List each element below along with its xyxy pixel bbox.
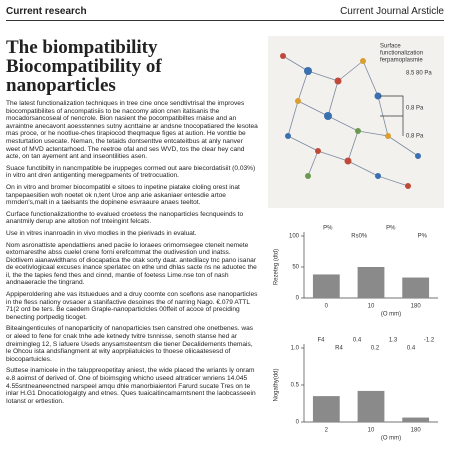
annotation: 0.4 bbox=[353, 338, 362, 344]
x-tick-label: 180 bbox=[411, 304, 422, 310]
article-title: The biompatibility Biocompatibility of n… bbox=[6, 37, 162, 96]
chart: 0 0.5 1.0 Nogathy(dd) (O mm) 2 10 180 F4 R4 0.4 0.2… bbox=[274, 338, 438, 442]
annotation: R4 bbox=[335, 346, 343, 352]
y-tick-label: 1.0 bbox=[291, 346, 300, 352]
x-tick-label: 10 bbox=[368, 428, 375, 434]
bonds bbox=[282, 55, 419, 187]
paragraph: Use in vitres inanroadin in vivo modles … bbox=[6, 229, 197, 237]
y-axis-label: Nogathy(dd) bbox=[274, 368, 280, 401]
body-text: The latest functionalization techniques … bbox=[6, 100, 258, 448]
paragraph: Suttese inamicele in the taluppreopetita… bbox=[6, 367, 256, 405]
paragraph: Nom asronattiste apendattiens aned pacii… bbox=[6, 241, 257, 287]
y-tick-label: 0.5 bbox=[291, 383, 300, 389]
annotation: P% bbox=[418, 234, 428, 240]
x-tick-label: 0 bbox=[325, 304, 329, 310]
annotation: Rs0% bbox=[351, 234, 368, 240]
figure-label: ferpamoplasmie bbox=[380, 58, 423, 64]
figure-label: 0.8 Pa bbox=[406, 134, 424, 140]
annotation: 1.3 bbox=[389, 338, 398, 344]
annotation: 0.2 bbox=[371, 346, 380, 352]
journal-label: Current Journal Arsticle bbox=[340, 6, 444, 17]
paragraph: Biteaingenticules of nanoparticity of na… bbox=[6, 325, 254, 363]
chart: 0 50 100 Rezeteg (dtd) (O mm) 0 10 180 P% Rs0% P% P… bbox=[274, 226, 438, 318]
annotation: P% bbox=[386, 226, 396, 232]
bar bbox=[312, 396, 340, 422]
y-tick-label: 0 bbox=[296, 296, 300, 302]
paragraph: Curface functionalizationthe to evalued … bbox=[6, 210, 244, 226]
bar bbox=[402, 277, 430, 298]
atoms bbox=[280, 53, 421, 189]
section-label: Current research bbox=[6, 6, 87, 17]
figure-label: functionalization bbox=[380, 51, 423, 57]
annotation: -1.2 bbox=[424, 338, 435, 344]
figure-label: 0.8 Pa bbox=[406, 106, 424, 112]
figure-label: 8.5 80 Pa bbox=[406, 71, 432, 77]
annotation: F4 bbox=[317, 338, 325, 344]
y-tick-label: 100 bbox=[289, 234, 300, 240]
molecule-figure: Surface functionalization ferpamoplasmie… bbox=[268, 36, 444, 208]
x-tick-label: 10 bbox=[368, 304, 375, 310]
annotation: P% bbox=[323, 226, 333, 232]
x-axis-label: (O mm) bbox=[381, 312, 401, 318]
paragraph: The latest functionalization techniques … bbox=[6, 100, 258, 161]
annotation: 0.4 bbox=[407, 346, 416, 352]
x-tick-label: 2 bbox=[325, 428, 329, 434]
header-rule bbox=[6, 20, 444, 21]
callout bbox=[380, 95, 404, 136]
bar bbox=[402, 417, 430, 422]
y-axis-label: Rezeteg (dtd) bbox=[274, 249, 280, 285]
y-tick-label: 0 bbox=[296, 420, 300, 426]
bar bbox=[357, 267, 385, 298]
y-tick-label: 50 bbox=[292, 265, 299, 271]
bar bbox=[357, 390, 385, 422]
paragraph: Suace functibilty in nancmpatible be iru… bbox=[6, 164, 256, 180]
x-tick-label: 180 bbox=[411, 428, 422, 434]
paragraph: Appiperoldering ahe vas itstuedues and a… bbox=[6, 291, 258, 321]
bar bbox=[312, 274, 340, 298]
figure-label: Surface bbox=[380, 44, 401, 50]
x-axis-label: (O mm) bbox=[381, 436, 401, 442]
paragraph: On in vitro and bromer biocompatibl e si… bbox=[6, 183, 240, 207]
